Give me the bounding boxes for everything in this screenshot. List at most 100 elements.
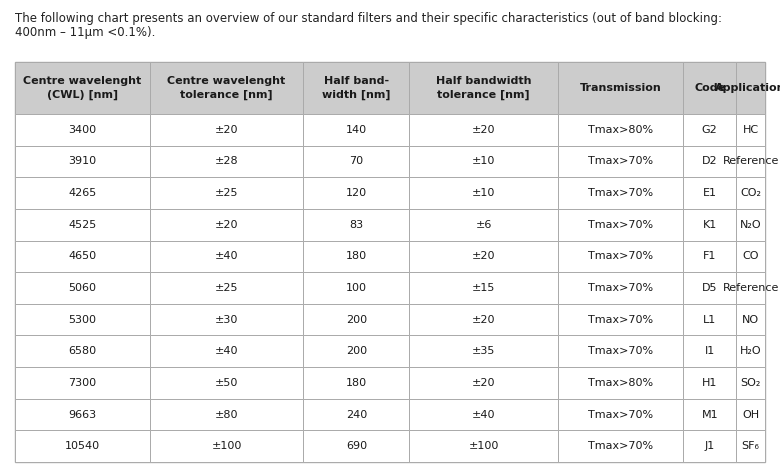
Text: CO: CO <box>743 251 759 261</box>
Text: 9663: 9663 <box>68 409 97 420</box>
Text: 5060: 5060 <box>69 283 96 293</box>
Text: D2: D2 <box>702 157 718 166</box>
Bar <box>558 336 683 367</box>
Text: 200: 200 <box>346 346 367 356</box>
Bar <box>150 367 303 399</box>
Text: Tmax>70%: Tmax>70% <box>588 188 654 198</box>
Bar <box>683 431 736 462</box>
Text: 4650: 4650 <box>68 251 97 261</box>
Text: ±100: ±100 <box>211 441 242 451</box>
Text: M1: M1 <box>701 409 718 420</box>
Text: OH: OH <box>742 409 759 420</box>
Text: ±20: ±20 <box>472 251 495 261</box>
Bar <box>683 304 736 336</box>
Bar <box>150 336 303 367</box>
Bar <box>683 114 736 146</box>
Text: D5: D5 <box>702 283 718 293</box>
Bar <box>303 399 410 431</box>
Text: 4265: 4265 <box>68 188 97 198</box>
Bar <box>303 114 410 146</box>
Bar <box>15 146 150 177</box>
Bar <box>736 62 765 114</box>
Bar <box>410 304 558 336</box>
Bar <box>303 209 410 241</box>
Text: ±40: ±40 <box>215 346 238 356</box>
Bar <box>736 431 765 462</box>
Bar <box>558 146 683 177</box>
Text: ±10: ±10 <box>472 157 495 166</box>
Bar <box>303 146 410 177</box>
Text: ±20: ±20 <box>215 220 238 230</box>
Bar <box>150 399 303 431</box>
Bar <box>150 209 303 241</box>
Text: 3910: 3910 <box>68 157 97 166</box>
Bar <box>410 336 558 367</box>
Bar <box>410 241 558 272</box>
Bar <box>15 241 150 272</box>
Text: Tmax>70%: Tmax>70% <box>588 157 654 166</box>
Text: Centre wavelenght
(CWL) [nm]: Centre wavelenght (CWL) [nm] <box>23 77 141 100</box>
Bar <box>558 431 683 462</box>
Bar <box>303 367 410 399</box>
Text: N₂O: N₂O <box>739 220 761 230</box>
Text: 7300: 7300 <box>68 378 97 388</box>
Text: ±28: ±28 <box>215 157 239 166</box>
Text: K1: K1 <box>703 220 717 230</box>
Text: Tmax>70%: Tmax>70% <box>588 283 654 293</box>
Bar <box>150 272 303 304</box>
Bar <box>15 114 150 146</box>
Text: 180: 180 <box>346 251 367 261</box>
Text: Centre wavelenght
tolerance [nm]: Centre wavelenght tolerance [nm] <box>168 77 285 100</box>
Text: ±20: ±20 <box>472 125 495 135</box>
Bar <box>683 177 736 209</box>
Text: ±35: ±35 <box>472 346 495 356</box>
Text: L1: L1 <box>703 314 716 325</box>
Text: 70: 70 <box>349 157 363 166</box>
Text: 240: 240 <box>346 409 367 420</box>
Bar <box>303 431 410 462</box>
Bar <box>150 177 303 209</box>
Bar <box>736 304 765 336</box>
Text: ±25: ±25 <box>215 283 238 293</box>
Bar <box>558 367 683 399</box>
Bar <box>683 146 736 177</box>
Text: Tmax>80%: Tmax>80% <box>588 378 654 388</box>
Text: 83: 83 <box>349 220 363 230</box>
Text: Reference: Reference <box>722 283 778 293</box>
Text: 200: 200 <box>346 314 367 325</box>
Text: 690: 690 <box>346 441 367 451</box>
Bar <box>558 209 683 241</box>
Bar <box>736 177 765 209</box>
Bar <box>683 272 736 304</box>
Text: G2: G2 <box>702 125 718 135</box>
Bar <box>410 431 558 462</box>
Bar <box>736 146 765 177</box>
Text: Tmax>70%: Tmax>70% <box>588 409 654 420</box>
Text: 4525: 4525 <box>68 220 97 230</box>
Text: ±20: ±20 <box>472 314 495 325</box>
Text: Tmax>70%: Tmax>70% <box>588 441 654 451</box>
Text: SF₆: SF₆ <box>742 441 760 451</box>
Bar <box>150 304 303 336</box>
Bar <box>303 304 410 336</box>
Text: ±10: ±10 <box>472 188 495 198</box>
Bar <box>150 241 303 272</box>
Bar <box>303 241 410 272</box>
Text: H1: H1 <box>702 378 718 388</box>
Text: ±100: ±100 <box>469 441 499 451</box>
Text: ±80: ±80 <box>215 409 238 420</box>
Text: Tmax>70%: Tmax>70% <box>588 251 654 261</box>
Bar <box>15 62 765 462</box>
Bar <box>410 146 558 177</box>
Text: 180: 180 <box>346 378 367 388</box>
Bar <box>410 62 558 114</box>
Text: The following chart presents an overview of our standard filters and their speci: The following chart presents an overview… <box>15 12 722 25</box>
Text: HC: HC <box>743 125 759 135</box>
Bar <box>558 114 683 146</box>
Text: Reference: Reference <box>722 157 778 166</box>
Text: NO: NO <box>742 314 759 325</box>
Bar <box>736 399 765 431</box>
Bar <box>303 177 410 209</box>
Text: ±30: ±30 <box>215 314 238 325</box>
Text: Code: Code <box>694 83 725 93</box>
